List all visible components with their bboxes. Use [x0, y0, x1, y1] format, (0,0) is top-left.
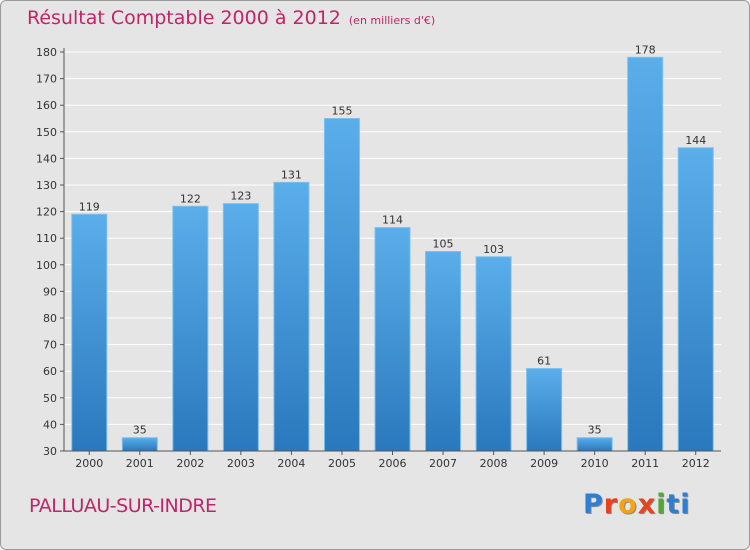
bar: [323, 118, 360, 452]
y-tick-label: 150: [36, 126, 57, 139]
y-tick-label: 90: [43, 285, 57, 298]
y-tick-label: 40: [43, 418, 57, 431]
logo-letter: i: [656, 489, 667, 520]
bar: [576, 437, 613, 452]
bar: [425, 251, 462, 452]
logo-letter: ti: [666, 489, 691, 520]
y-tick-label: 80: [43, 312, 57, 325]
axes: 30 40 50 60 70 80 90 100 110 120 130 140 150 160 170 18…: [36, 46, 721, 470]
logo-letter: o: [618, 489, 638, 520]
x-tick-label: 2008: [480, 457, 508, 470]
logo-letter: P: [583, 489, 604, 520]
x-tick-label: 2001: [126, 457, 154, 470]
chart-subtitle: (en milliers d'€): [348, 14, 436, 27]
x-tick-label: 2003: [227, 457, 255, 470]
bar: [222, 203, 259, 452]
x-tick-label: 2012: [682, 457, 710, 470]
data-label: 119: [79, 200, 100, 213]
data-label: 61: [537, 355, 551, 368]
logo-letter: r: [603, 489, 619, 520]
bar: [71, 213, 108, 452]
bar: [374, 227, 411, 452]
y-tick-label: 160: [36, 99, 57, 112]
data-label: 105: [433, 238, 454, 251]
x-tick-label: 2010: [581, 457, 609, 470]
x-tick-label: 2004: [277, 457, 305, 470]
data-label: 123: [230, 190, 251, 203]
data-label: 144: [685, 134, 706, 147]
bar: [526, 368, 563, 452]
bar: [172, 205, 209, 452]
y-tick-label: 120: [36, 206, 57, 219]
bars: [71, 56, 714, 452]
y-tick-label: 30: [43, 445, 57, 458]
x-tick-label: 2000: [75, 457, 103, 470]
x-tick-label: 2007: [429, 457, 457, 470]
x-tick-label: 2006: [379, 457, 407, 470]
chart-title-text: Résultat Comptable 2000 à 2012: [27, 7, 341, 29]
x-tick-label: 2005: [328, 457, 356, 470]
y-tick-label: 60: [43, 365, 57, 378]
bar: [677, 147, 714, 452]
y-tick-label: 100: [36, 259, 57, 272]
bar: [273, 181, 310, 452]
grid-lines: [64, 51, 721, 425]
data-labels: 119 35 122 123 131 155 114 105 103 61 35 178 144: [79, 43, 706, 436]
logo-letter: x: [637, 489, 657, 520]
commune-name: PALLUAU-SUR-INDRE: [29, 495, 217, 517]
y-tick-label: 130: [36, 179, 57, 192]
y-tick-label: 50: [43, 392, 57, 405]
y-tick-label: 110: [36, 232, 57, 245]
y-tick-label: 180: [36, 46, 57, 59]
proxiti-logo: Proxiti: [583, 489, 691, 520]
bar: [475, 256, 512, 452]
data-label: 103: [483, 243, 504, 256]
data-label: 114: [382, 214, 403, 227]
data-label: 35: [588, 424, 602, 437]
y-tick-label: 170: [36, 73, 57, 86]
y-tick-label: 140: [36, 152, 57, 165]
data-label: 178: [635, 43, 656, 56]
bar: [121, 437, 158, 452]
bar: [627, 56, 664, 452]
data-label: 122: [180, 192, 201, 205]
y-tick-label: 70: [43, 339, 57, 352]
chart-title: Résultat Comptable 2000 à 2012 (en millie…: [27, 7, 435, 29]
data-label: 35: [133, 424, 147, 437]
x-tick-label: 2002: [176, 457, 204, 470]
data-label: 155: [331, 105, 352, 118]
x-tick-label: 2011: [631, 457, 659, 470]
x-tick-label: 2009: [530, 457, 558, 470]
data-label: 131: [281, 168, 302, 181]
